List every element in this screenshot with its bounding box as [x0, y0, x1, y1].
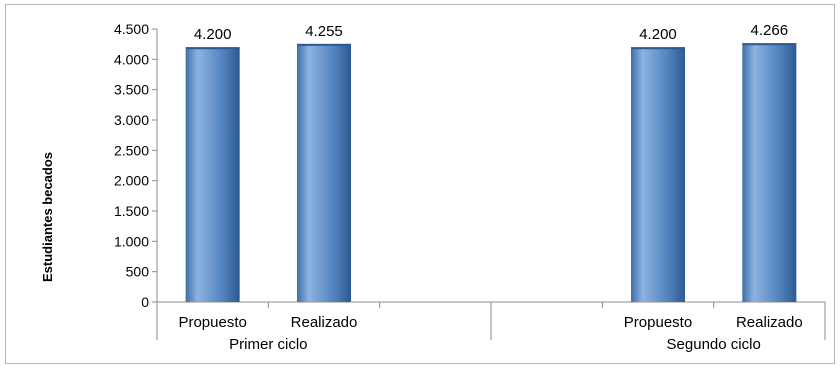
- bar: [185, 47, 240, 303]
- y-tick-label: 2.000: [114, 173, 149, 189]
- y-tick-label: 4.500: [114, 21, 149, 37]
- y-axis-label: Estudiantes becados: [40, 152, 55, 282]
- data-label: 4.200: [639, 26, 677, 43]
- bar: [631, 47, 685, 303]
- x-category-label: Propuesto: [178, 314, 246, 331]
- x-category-label: Propuesto: [624, 314, 692, 331]
- bar: [297, 43, 351, 302]
- bar-top-edge: [185, 47, 240, 50]
- bars: [185, 43, 797, 303]
- x-category-label: Realizado: [736, 314, 803, 331]
- x-group-label: Primer ciclo: [229, 336, 307, 353]
- axes: 0 500 1.000 1.500 2.000 2.500 3.000 3.500 4.000 4…: [114, 21, 826, 340]
- y-tick-label: 3.000: [114, 112, 149, 128]
- chart-frame: [5, 4, 835, 364]
- y-tick-label: 500: [126, 264, 150, 280]
- x-group-label: Segundo ciclo: [667, 336, 761, 353]
- y-tick-label: 2.500: [114, 142, 149, 158]
- data-label: 4.255: [305, 23, 343, 40]
- bar-top-edge: [297, 43, 351, 46]
- y-tick-label: 4.000: [114, 51, 149, 67]
- labels: 4.200 Propuesto 4.255 Realizado Primer ciclo…: [178, 22, 802, 353]
- data-label: 4.266: [751, 22, 789, 39]
- bar-top-edge: [631, 47, 685, 50]
- x-category-label: Realizado: [291, 314, 358, 331]
- y-tick-label: 0: [141, 294, 149, 310]
- bar-top-edge: [742, 43, 797, 46]
- y-tick-label: 1.000: [114, 233, 149, 249]
- y-tick-label: 3.500: [114, 82, 149, 98]
- bar: [742, 43, 797, 303]
- data-label: 4.200: [194, 26, 232, 43]
- y-tick-label: 1.500: [114, 203, 149, 219]
